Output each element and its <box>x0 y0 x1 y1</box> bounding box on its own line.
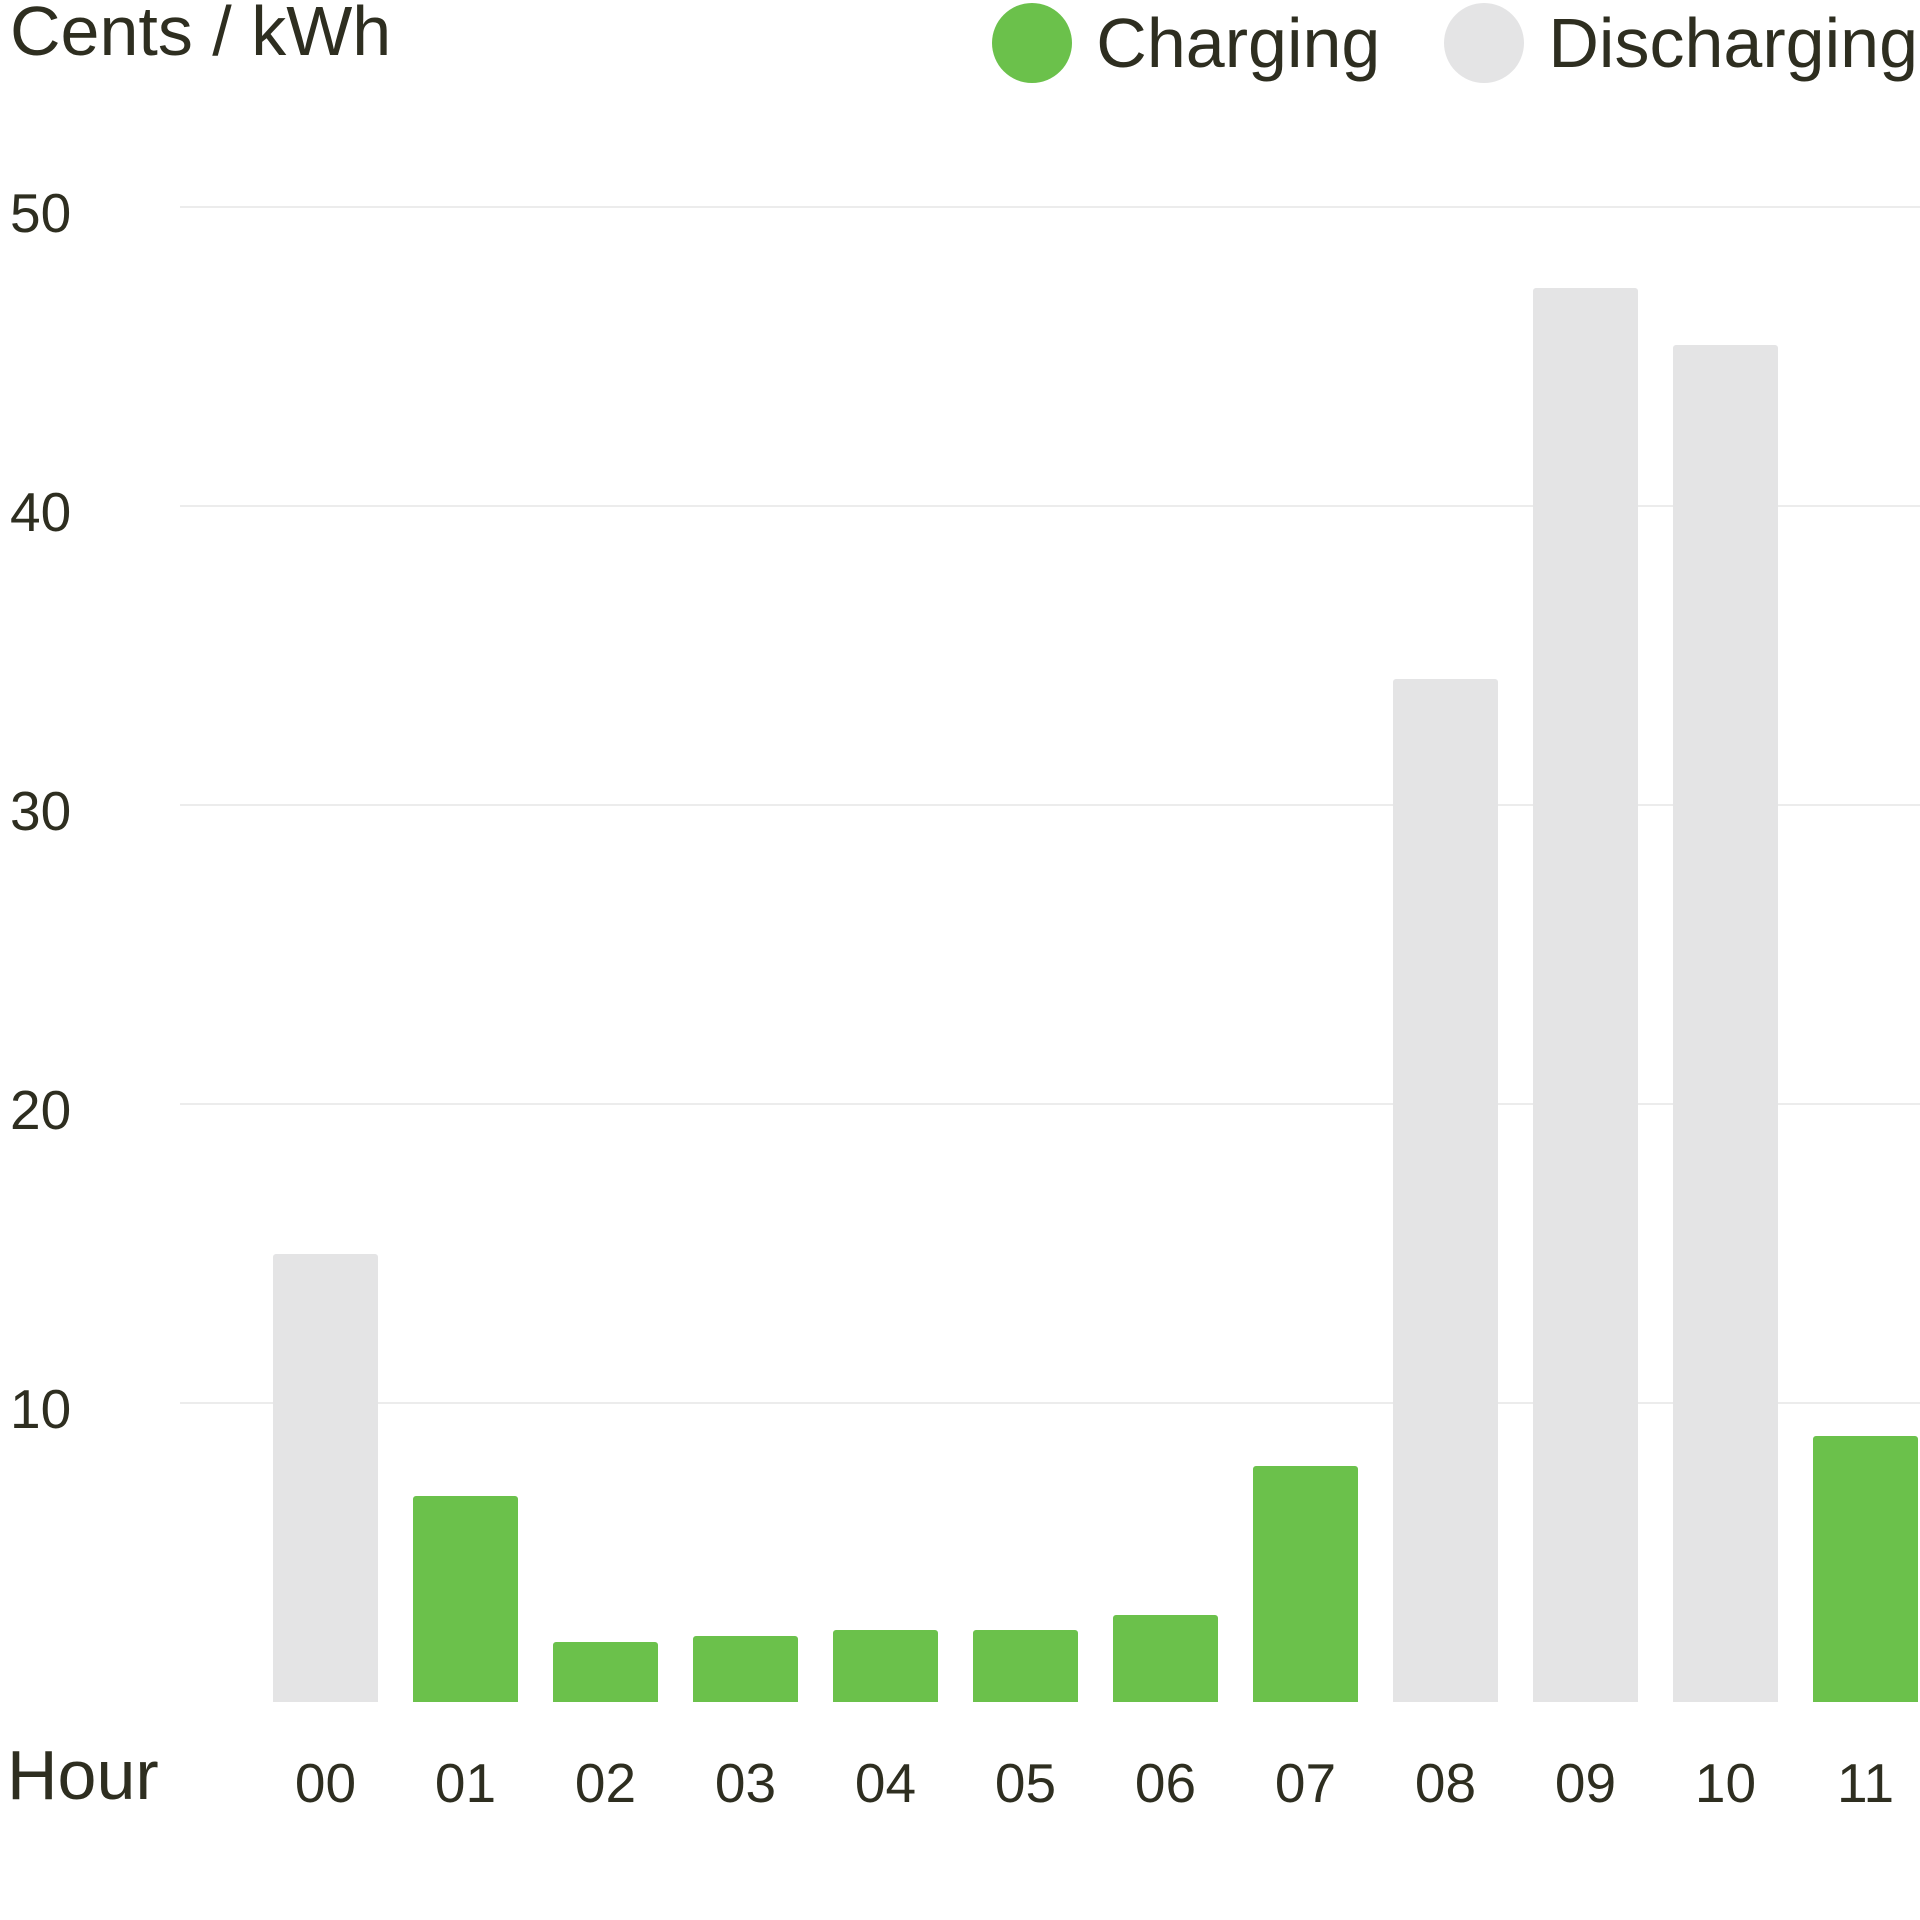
legend: Charging Discharging <box>992 0 1918 86</box>
x-tick-label-07: 07 <box>1274 1752 1337 1814</box>
x-tick-label-05: 05 <box>994 1752 1057 1814</box>
x-tick-label-00: 00 <box>294 1752 357 1814</box>
x-tick-label-09: 09 <box>1554 1752 1617 1814</box>
gridline-30 <box>180 804 1920 806</box>
bar-hour-11[interactable] <box>1813 1435 1918 1702</box>
gridline-40 <box>180 505 1920 507</box>
bar-hour-07[interactable] <box>1253 1465 1358 1702</box>
x-tick-label-01: 01 <box>434 1752 497 1814</box>
y-tick-label-30: 30 <box>10 780 72 842</box>
charging-dot-icon <box>992 3 1073 83</box>
x-tick-label-04: 04 <box>854 1752 917 1814</box>
x-tick-label-03: 03 <box>714 1752 777 1814</box>
bar-hour-04[interactable] <box>833 1630 938 1702</box>
bar-hour-03[interactable] <box>693 1636 798 1702</box>
gridline-50 <box>180 206 1920 208</box>
legend-label-discharging: Discharging <box>1548 4 1918 82</box>
bar-hour-01[interactable] <box>413 1495 518 1702</box>
discharging-dot-icon <box>1444 3 1525 83</box>
x-axis-title: Hour <box>7 1736 159 1814</box>
y-tick-label-50: 50 <box>10 182 72 244</box>
y-tick-label-40: 40 <box>10 481 72 543</box>
bar-hour-05[interactable] <box>973 1630 1078 1702</box>
bar-hour-10[interactable] <box>1673 344 1778 1702</box>
legend-label-charging: Charging <box>1096 4 1381 82</box>
y-tick-label-10: 10 <box>10 1378 72 1440</box>
x-tick-label-11: 11 <box>1836 1752 1895 1814</box>
gridline-20 <box>180 1103 1920 1105</box>
y-tick-label-20: 20 <box>10 1079 72 1141</box>
x-tick-label-08: 08 <box>1414 1752 1477 1814</box>
x-tick-label-02: 02 <box>574 1752 637 1814</box>
gridline-10 <box>180 1402 1920 1404</box>
x-tick-label-10: 10 <box>1694 1752 1757 1814</box>
legend-item-discharging: Discharging <box>1444 3 1918 83</box>
bar-hour-06[interactable] <box>1113 1615 1218 1702</box>
y-axis-title: Cents / kWh <box>10 0 392 70</box>
bar-hour-09[interactable] <box>1533 287 1638 1702</box>
bar-hour-00[interactable] <box>273 1253 378 1702</box>
bar-hour-02[interactable] <box>553 1642 658 1702</box>
x-tick-label-06: 06 <box>1134 1752 1197 1814</box>
bar-hour-08[interactable] <box>1393 679 1498 1702</box>
legend-item-charging: Charging <box>992 3 1380 83</box>
